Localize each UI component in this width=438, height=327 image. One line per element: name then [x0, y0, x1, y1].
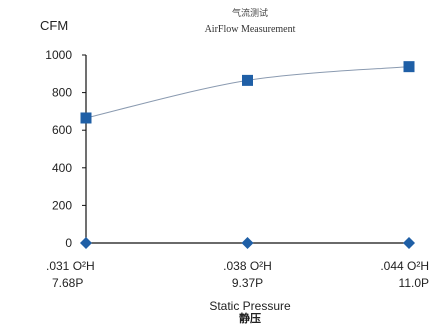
chart-title: 气流测试 [231, 8, 268, 18]
data-point-square [80, 112, 92, 124]
y-tick-label: 1000 [45, 48, 72, 62]
y-tick-label: 400 [52, 161, 72, 175]
data-point-diamond [403, 237, 415, 249]
data-point-square [403, 61, 415, 73]
x-tick-label: .031 O²H [46, 259, 95, 273]
data-point-diamond [80, 237, 92, 249]
x-axis-label-cn: 静压 [239, 313, 261, 325]
series-line [85, 66, 410, 119]
x-tick-sublabel: 9.37P [232, 276, 263, 290]
chart-subtitle: AirFlow Measurement [204, 24, 296, 35]
x-tick-label: .038 O²H [223, 259, 272, 273]
x-tick-sublabel: 7.68P [52, 276, 83, 290]
y-axis-label: CFM [40, 18, 69, 33]
x-tick-sublabel: 11.0P [399, 276, 429, 290]
y-tick-label: 200 [52, 198, 72, 212]
y-tick-label: 800 [52, 86, 72, 100]
x-tick-label: .044 O²H [380, 259, 429, 273]
y-tick-label: 0 [65, 236, 72, 250]
x-axis-label: Static Pressure [209, 299, 291, 313]
data-point-diamond [241, 237, 254, 249]
y-tick-label: 600 [52, 123, 72, 137]
data-point-square [242, 74, 253, 86]
